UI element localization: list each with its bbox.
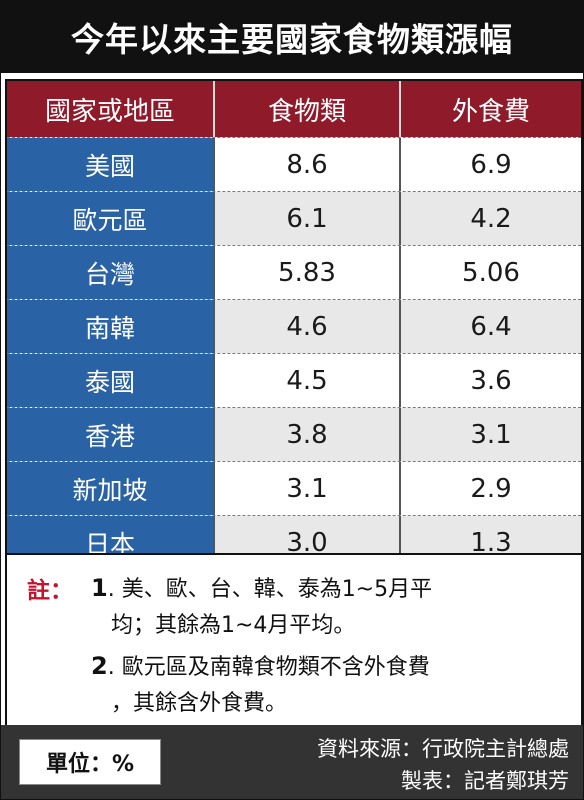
note-1-text: . 美、歐、台、韓、泰為1~5月平 <box>107 577 433 602</box>
table-header-row: 國家或地區 食物類 外食費 <box>7 81 581 137</box>
chart-title: 今年以來主要國家食物類漲幅 <box>1 1 583 73</box>
header-region: 國家或地區 <box>44 96 175 127</box>
dining-value: 2.9 <box>399 462 581 515</box>
notes-label: 註： <box>27 578 73 604</box>
dining-value: 5.06 <box>399 246 581 299</box>
header-dining: 外食費 <box>399 81 581 137</box>
food-value: 5.83 <box>213 246 399 299</box>
region-name: 南韓 <box>7 300 213 353</box>
table-row: 南韓 4.6 6.4 <box>7 299 581 353</box>
region-name: 泰國 <box>7 354 213 407</box>
table-row: 台灣 5.83 5.06 <box>7 245 581 299</box>
region-name: 台灣 <box>7 246 213 299</box>
maker-credit: 製表：記者鄭琪芳 <box>401 769 569 793</box>
table-row: 美國 8.6 6.9 <box>7 137 581 191</box>
dining-value: 6.9 <box>399 138 581 191</box>
table-row: 歐元區 6.1 4.2 <box>7 191 581 245</box>
unit-label: 單位：% <box>19 739 161 785</box>
dining-value: 4.2 <box>399 192 581 245</box>
dining-value: 3.1 <box>399 408 581 461</box>
food-value: 4.6 <box>213 300 399 353</box>
note-2-number: 2 <box>91 652 108 680</box>
source-credit: 資料來源：行政院主計總處 <box>317 737 569 761</box>
note-1-line-2: 均；其餘為1~4月平均。 <box>111 613 356 638</box>
note-2-line-1: 2. 歐元區及南韓食物類不含外食費 <box>91 649 430 681</box>
note-2-line-2: ，其餘含外食費。 <box>111 691 288 716</box>
dining-value: 3.6 <box>399 354 581 407</box>
data-table: 國家或地區 食物類 外食費 美國 8.6 6.9 歐元區 6.1 4.2 台灣 … <box>5 79 583 571</box>
note-1-number: 1 <box>91 574 108 602</box>
table-row: 新加坡 3.1 2.9 <box>7 461 581 515</box>
dining-value: 6.4 <box>399 300 581 353</box>
table-row: 泰國 4.5 3.6 <box>7 353 581 407</box>
food-value: 3.1 <box>213 462 399 515</box>
note-2-text: . 歐元區及南韓食物類不含外食費 <box>107 655 430 680</box>
region-name: 香港 <box>7 408 213 461</box>
note-1-line-1: 1. 美、歐、台、韓、泰為1~5月平 <box>91 571 432 603</box>
food-value: 3.8 <box>213 408 399 461</box>
food-value: 4.5 <box>213 354 399 407</box>
table-row: 香港 3.8 3.1 <box>7 407 581 461</box>
food-value: 6.1 <box>213 192 399 245</box>
region-name: 美國 <box>7 138 213 191</box>
region-name: 新加坡 <box>7 462 213 515</box>
notes-box: 註： 1. 美、歐、台、韓、泰為1~5月平 均；其餘為1~4月平均。 2. 歐元… <box>5 553 583 727</box>
region-name: 歐元區 <box>7 192 213 245</box>
food-value: 8.6 <box>213 138 399 191</box>
footer-bar: 單位：% 資料來源：行政院主計總處 製表：記者鄭琪芳 <box>1 725 583 799</box>
header-food: 食物類 <box>213 81 399 137</box>
